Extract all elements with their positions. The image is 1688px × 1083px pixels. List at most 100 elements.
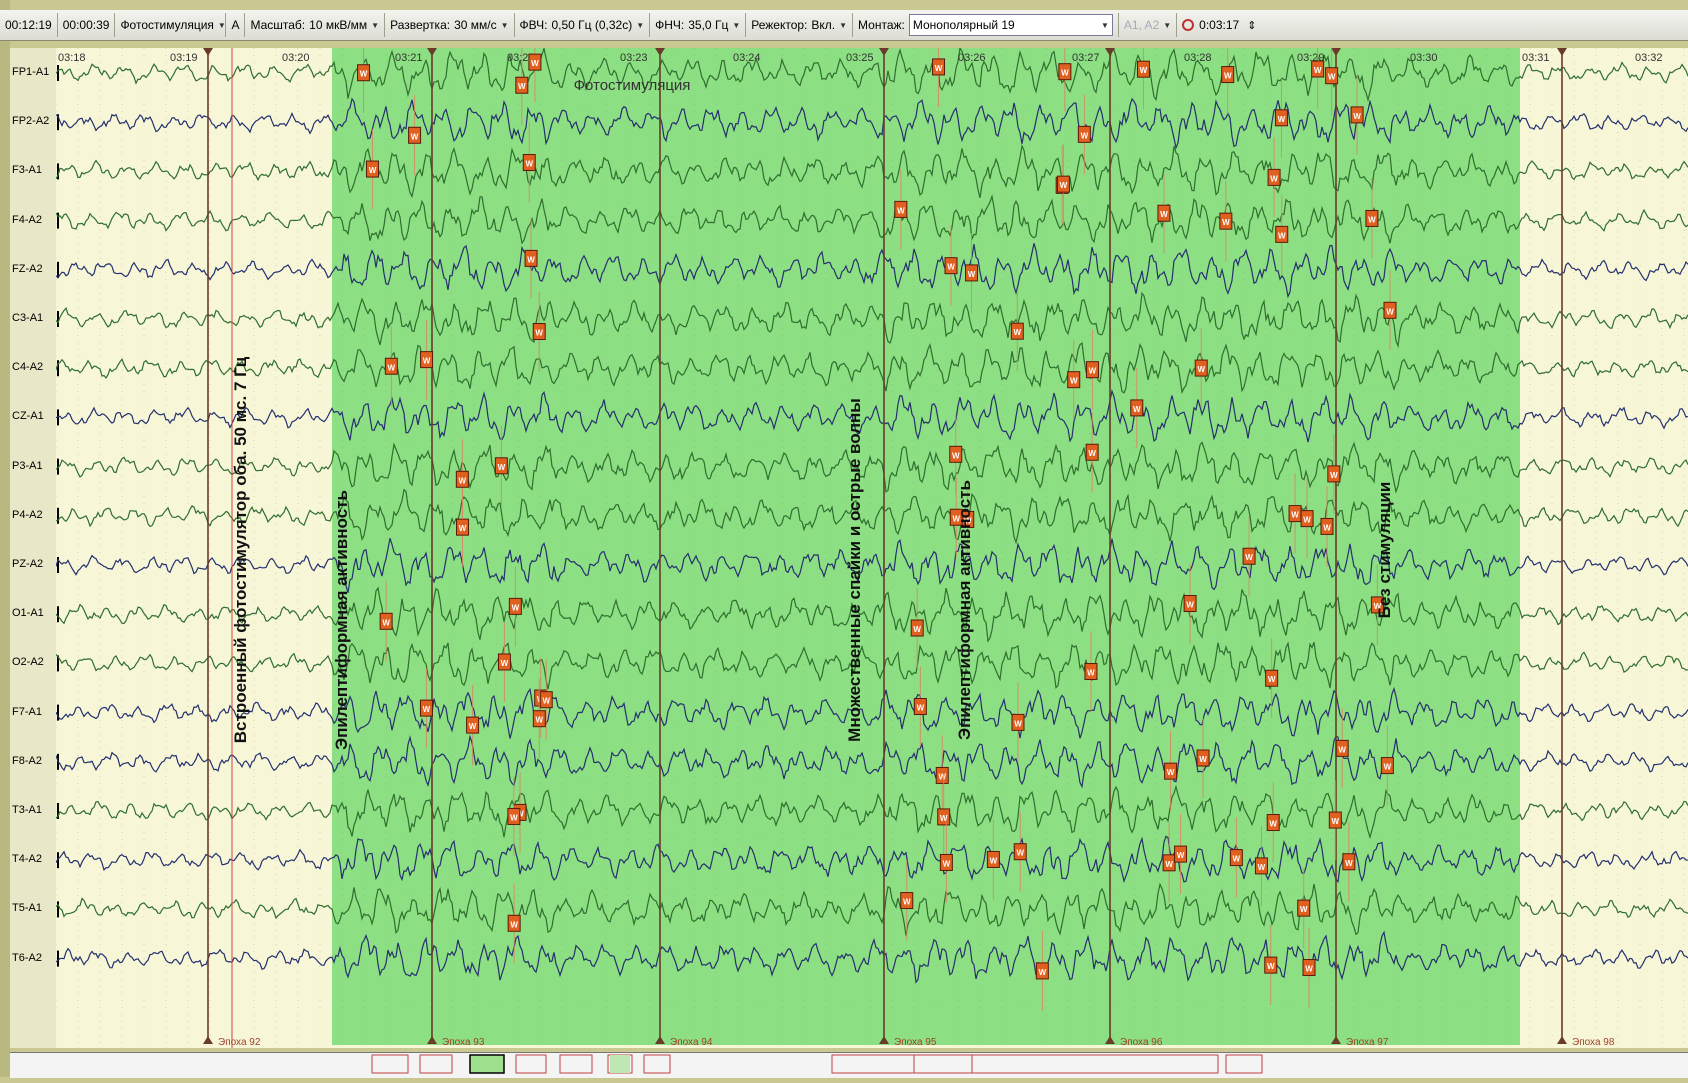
spike-marker[interactable]: W	[1085, 443, 1099, 461]
spike-marker[interactable]: W	[1221, 66, 1235, 84]
spike-marker[interactable]: W	[944, 257, 958, 275]
spike-marker[interactable]: W	[1288, 505, 1302, 523]
spike-marker[interactable]: W	[1320, 517, 1334, 535]
spike-marker[interactable]: W	[1380, 757, 1394, 775]
spike-marker[interactable]: W	[965, 264, 979, 282]
spike-marker[interactable]: W	[1325, 67, 1339, 85]
spike-marker[interactable]: W	[939, 853, 953, 871]
spike-marker[interactable]: W	[1254, 857, 1268, 875]
navigator-segment[interactable]	[971, 1054, 1219, 1074]
spike-marker[interactable]: W	[1297, 899, 1311, 917]
spike-marker[interactable]: W	[365, 160, 379, 178]
spike-marker[interactable]: W	[1274, 109, 1288, 127]
spike-marker[interactable]: W	[1342, 853, 1356, 871]
spike-marker[interactable]: W	[1183, 595, 1197, 613]
spike-marker[interactable]: W	[949, 445, 963, 463]
spike-marker[interactable]: W	[1077, 125, 1091, 143]
spike-marker[interactable]: W	[1311, 60, 1325, 78]
spike-marker[interactable]: W	[532, 323, 546, 341]
spike-marker[interactable]: W	[1350, 106, 1364, 124]
spike-marker[interactable]: W	[1157, 204, 1171, 222]
spike-marker[interactable]: W	[1365, 209, 1379, 227]
spike-marker[interactable]: W	[419, 699, 433, 717]
spike-marker[interactable]: W	[1219, 212, 1233, 230]
spike-marker[interactable]: W	[1328, 811, 1342, 829]
spike-marker[interactable]: W	[1056, 175, 1070, 193]
spike-marker[interactable]: W	[1265, 669, 1279, 687]
spike-marker[interactable]: W	[1084, 663, 1098, 681]
spike-marker[interactable]: W	[420, 351, 434, 369]
spike-marker[interactable]: W	[455, 470, 469, 488]
spike-marker[interactable]: W	[1327, 465, 1341, 483]
spike-marker[interactable]: W	[456, 518, 470, 536]
spike-marker[interactable]: W	[1264, 956, 1278, 974]
spike-marker[interactable]: W	[379, 612, 393, 630]
spike-marker[interactable]: W	[522, 154, 536, 172]
spike-marker[interactable]: W	[515, 76, 529, 94]
spike-marker[interactable]: W	[1035, 962, 1049, 980]
spike-marker[interactable]: W	[1196, 749, 1210, 767]
spike-marker[interactable]: W	[507, 807, 521, 825]
spike-marker[interactable]: W	[357, 64, 371, 82]
spike-marker[interactable]: W	[1058, 63, 1072, 81]
navigator-current-window[interactable]	[469, 1054, 505, 1074]
spike-marker[interactable]: W	[524, 249, 538, 267]
lpf-select[interactable]: ФНЧ: 35,0 Гц ▼	[650, 13, 747, 37]
spike-marker[interactable]: W	[1174, 845, 1188, 863]
spike-marker[interactable]: W	[910, 619, 924, 637]
spike-marker[interactable]: W	[539, 691, 553, 709]
spike-marker[interactable]: W	[1085, 361, 1099, 379]
spike-marker[interactable]: W	[466, 716, 480, 734]
spike-marker[interactable]: W	[1267, 168, 1281, 186]
spike-marker[interactable]: W	[1383, 301, 1397, 319]
spike-marker[interactable]: W	[1011, 713, 1025, 731]
spike-marker[interactable]: W	[508, 597, 522, 615]
epoch-navigator[interactable]	[10, 1052, 1688, 1078]
spike-marker[interactable]: W	[1194, 359, 1208, 377]
spike-marker[interactable]: W	[1275, 225, 1289, 243]
navigator-segment[interactable]	[1225, 1054, 1263, 1074]
spike-marker[interactable]: W	[1130, 399, 1144, 417]
notch-select[interactable]: Режектор: Вкл. ▼	[746, 13, 854, 37]
spike-marker[interactable]: W	[532, 710, 546, 728]
spike-marker[interactable]: W	[1242, 547, 1256, 565]
montage-select[interactable]: Монополярный 19 ▼	[908, 14, 1113, 36]
spike-marker[interactable]: W	[935, 766, 949, 784]
spike-marker[interactable]: W	[1300, 510, 1314, 528]
navigator-segment[interactable]	[419, 1054, 453, 1074]
a-button[interactable]: A	[226, 13, 246, 37]
scale-select[interactable]: Масштаб: 10 мкВ/мм ▼	[245, 13, 386, 37]
spike-marker[interactable]: W	[894, 200, 908, 218]
adjust-icon[interactable]: ⇕	[1247, 19, 1257, 32]
spike-marker[interactable]: W	[1164, 762, 1178, 780]
spike-marker[interactable]: W	[494, 457, 508, 475]
spike-marker[interactable]: W	[986, 850, 1000, 868]
mode-select[interactable]: Фотостимуляция ▼	[115, 13, 227, 37]
navigator-segment[interactable]	[371, 1054, 409, 1074]
spike-marker[interactable]: W	[528, 53, 542, 71]
sweep-select[interactable]: Развертка: 30 мм/с ▼	[385, 13, 515, 37]
spike-marker[interactable]: W	[1229, 849, 1243, 867]
spike-marker[interactable]: W	[949, 508, 963, 526]
spike-marker[interactable]: W	[932, 58, 946, 76]
navigator-segment[interactable]	[643, 1054, 671, 1074]
navigator-segment[interactable]	[515, 1054, 547, 1074]
spike-marker[interactable]: W	[913, 698, 927, 716]
spike-marker[interactable]: W	[900, 892, 914, 910]
navigator-segment[interactable]	[831, 1054, 915, 1074]
spike-marker[interactable]: W	[1136, 60, 1150, 78]
spike-marker[interactable]: W	[1162, 854, 1176, 872]
spike-marker[interactable]: W	[408, 126, 422, 144]
spike-marker[interactable]: W	[1010, 322, 1024, 340]
spike-marker[interactable]: W	[937, 808, 951, 826]
spike-marker[interactable]: W	[507, 914, 521, 932]
reference-select[interactable]: A1, A2 ▼	[1119, 13, 1178, 37]
spike-marker[interactable]: W	[1013, 843, 1027, 861]
spike-marker[interactable]: W	[497, 653, 511, 671]
spike-marker[interactable]: W	[1067, 371, 1081, 389]
spike-marker[interactable]: W	[384, 357, 398, 375]
spike-marker[interactable]: W	[1335, 739, 1349, 757]
navigator-segment[interactable]	[559, 1054, 593, 1074]
target-icon[interactable]	[1182, 19, 1195, 31]
spike-marker[interactable]: W	[1266, 814, 1280, 832]
